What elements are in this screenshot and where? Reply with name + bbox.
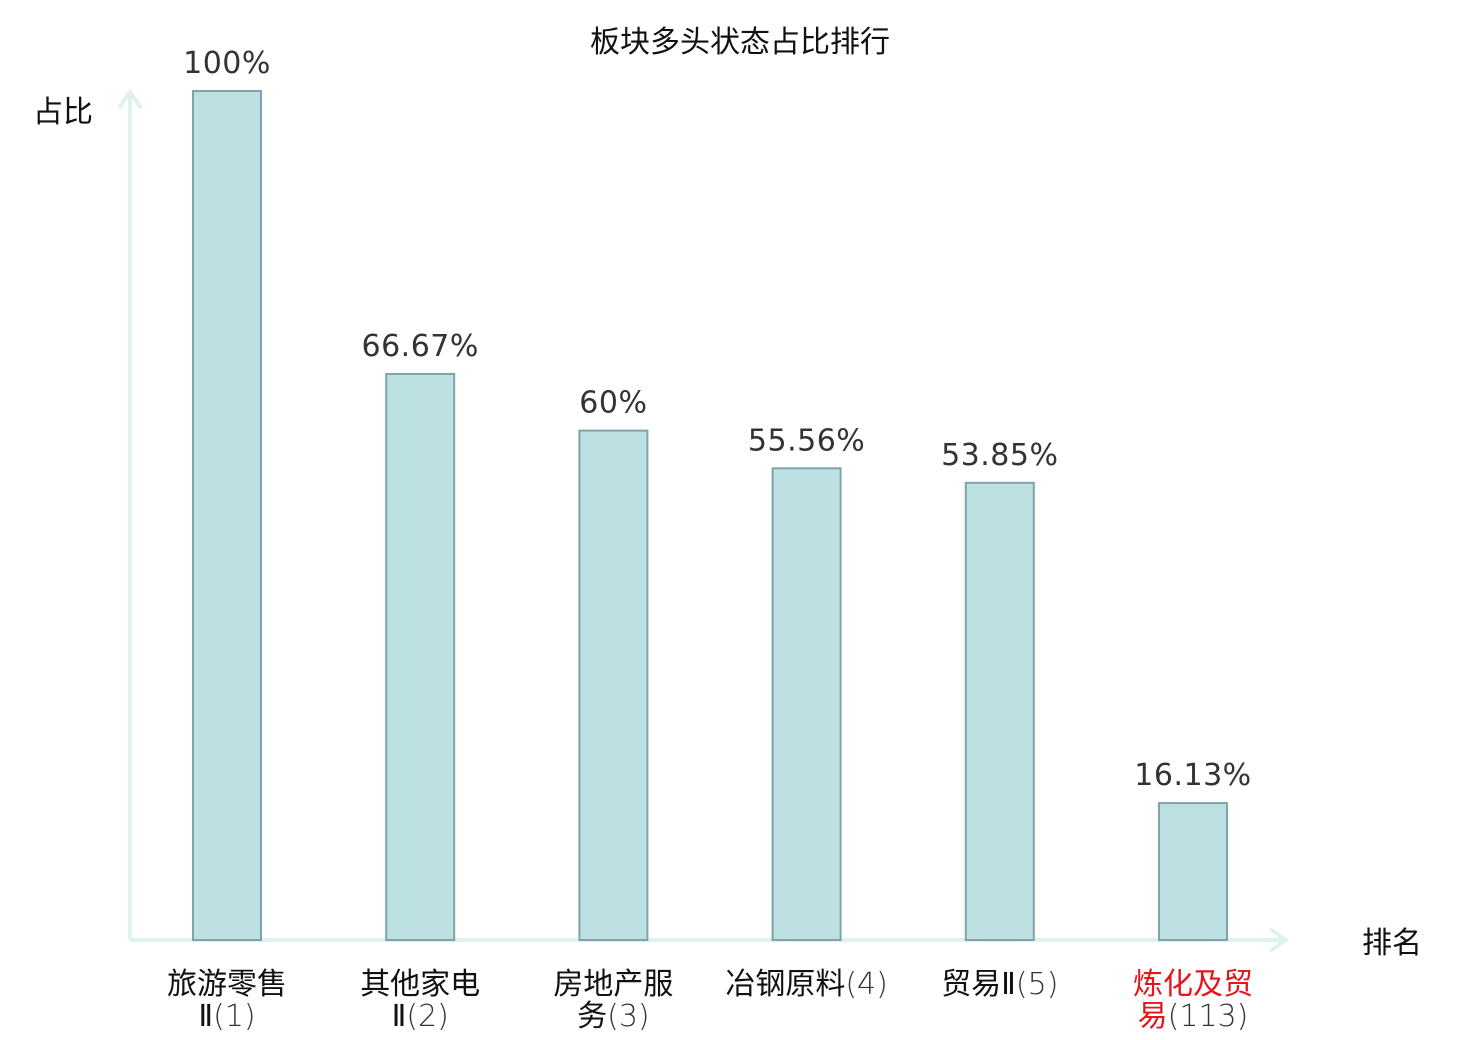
bar-6 [1158, 802, 1228, 941]
category-label-3: 房地产服务(3) [553, 967, 673, 1034]
value-label-4: 55.56% [748, 423, 865, 458]
axes [117, 88, 1290, 953]
category-label-6: 炼化及贸易(113) [1133, 967, 1253, 1034]
bar-1 [192, 90, 262, 941]
x-axis-arrow [1268, 927, 1290, 953]
category-labels: 旅游零售 Ⅱ(1) 其他家电 Ⅱ(2) 房地产服务(3) 冶钢原料(4) 贸易Ⅱ(5) 炼化及… [167, 967, 1253, 1034]
chart-title: 板块多头状态占比排行 [590, 25, 890, 60]
category-label-5: 贸易Ⅱ(5) [941, 967, 1058, 1002]
y-axis-arrow [117, 88, 143, 110]
y-axis-label: 占比 [33, 95, 93, 130]
value-label-3: 60% [579, 386, 647, 421]
bar-3 [578, 429, 649, 941]
value-label-2: 66.67% [362, 329, 479, 364]
bar-4 [771, 467, 842, 941]
value-label-5: 53.85% [941, 438, 1058, 473]
category-label-2: 其他家电 Ⅱ(2) [360, 967, 480, 1034]
value-label-6: 16.13% [1134, 758, 1251, 793]
category-label-1: 旅游零售 Ⅱ(1) [167, 967, 287, 1034]
category-label-4: 冶钢原料(4) [725, 967, 888, 1002]
bar-2 [385, 372, 456, 942]
bar-5 [964, 481, 1035, 941]
value-labels: 100% 66.67% 60% 55.56% 53.85% 16.13% [183, 46, 1251, 793]
x-axis-label: 排名 [1362, 926, 1422, 961]
bars [192, 90, 1228, 942]
value-label-1: 100% [183, 46, 271, 81]
